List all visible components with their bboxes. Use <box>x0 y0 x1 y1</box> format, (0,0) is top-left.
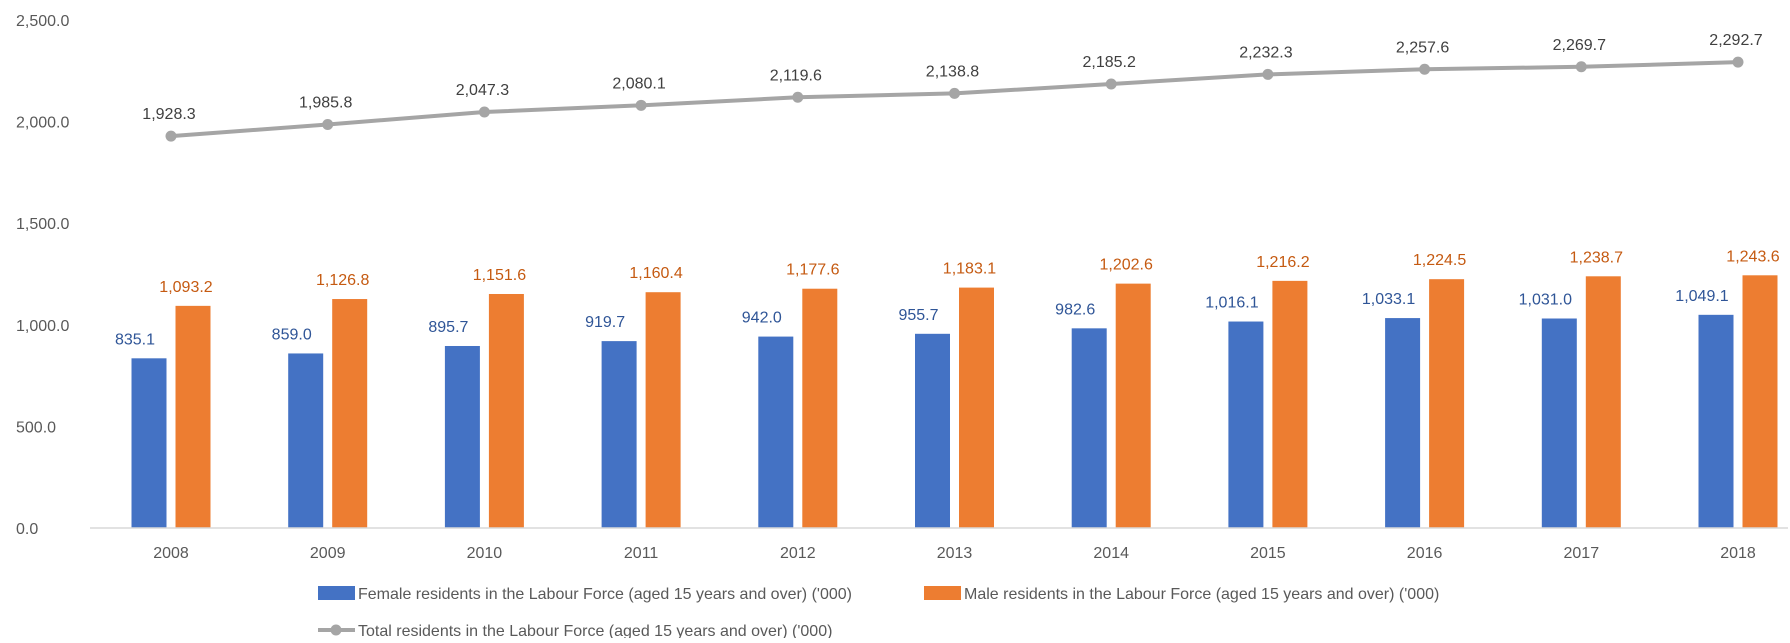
y-tick-label: 0.0 <box>16 521 38 538</box>
x-tick-label: 2013 <box>937 545 973 562</box>
x-tick-label: 2015 <box>1250 545 1286 562</box>
bar-male <box>1585 276 1621 528</box>
x-tick-label: 2016 <box>1407 545 1443 562</box>
legend-label-total: Total residents in the Labour Force (age… <box>358 623 832 638</box>
legend-swatch-female <box>318 586 355 600</box>
bar-male <box>1742 275 1778 528</box>
bar-female <box>758 336 794 528</box>
data-label: 1,928.3 <box>142 106 195 123</box>
line-series-group: 1,928.3 1,985.8 2,047.3 2,080.1 2,119.6 2,138… <box>142 32 1763 142</box>
data-label: 1,033.1 <box>1362 291 1415 308</box>
data-label: 1,985.8 <box>299 94 352 111</box>
line-point <box>1575 61 1587 73</box>
bar-male <box>175 305 211 528</box>
bar-female <box>1698 314 1734 528</box>
x-tick-label: 2009 <box>310 545 346 562</box>
data-label: 1,224.5 <box>1413 252 1466 269</box>
line-point <box>792 91 804 103</box>
data-label: 2,292.7 <box>1709 32 1762 49</box>
line-point <box>1262 68 1274 80</box>
bar-female <box>1071 328 1107 528</box>
data-label: 1,093.2 <box>159 279 212 296</box>
x-tick-label: 2011 <box>624 545 659 562</box>
data-label: 942.0 <box>742 310 782 327</box>
line-point <box>949 87 960 99</box>
legend-swatch-male <box>924 586 961 600</box>
data-label: 2,269.7 <box>1553 37 1606 54</box>
legend-label-female: Female residents in the Labour Force (ag… <box>358 586 852 603</box>
bar-female <box>288 353 324 528</box>
data-label: 1,202.6 <box>1100 257 1153 274</box>
data-label: 835.1 <box>115 331 155 348</box>
data-label: 1,243.6 <box>1726 248 1779 265</box>
line-point <box>1105 78 1117 90</box>
line-point <box>478 106 490 118</box>
data-label: 1,126.8 <box>316 272 369 289</box>
line-point <box>1419 63 1431 75</box>
bar-male <box>645 292 681 528</box>
data-label: 1,238.7 <box>1570 249 1623 266</box>
bar-male <box>802 288 838 528</box>
bar-series-group: 835.1 859.0 895.7 919.7 942.0 955.7 982.6 1,016… <box>115 248 1780 528</box>
x-tick-label: 2008 <box>153 545 189 562</box>
data-label: 919.7 <box>585 314 625 331</box>
bar-female <box>1541 318 1577 528</box>
data-label: 2,080.1 <box>612 75 665 92</box>
data-label: 1,177.6 <box>786 262 839 279</box>
data-label: 1,160.4 <box>629 265 682 282</box>
data-label: 2,257.6 <box>1396 39 1449 56</box>
line-point <box>635 99 647 111</box>
bar-male <box>488 293 524 528</box>
y-tick-label: 1,500.0 <box>16 216 69 233</box>
data-label: 1,216.2 <box>1256 254 1309 271</box>
data-label: 2,138.8 <box>926 63 979 80</box>
bar-female <box>444 345 480 528</box>
legend-swatch-total-marker <box>330 624 342 636</box>
line-point <box>165 130 177 142</box>
y-tick-label: 1,000.0 <box>16 318 69 335</box>
legend-label-male: Male residents in the Labour Force (aged… <box>964 586 1439 603</box>
data-label: 1,049.1 <box>1675 288 1728 305</box>
x-tick-label: 2017 <box>1564 545 1600 562</box>
bar-male <box>332 299 368 528</box>
bar-male <box>1115 283 1151 528</box>
y-tick-label: 2,500.0 <box>16 13 69 30</box>
y-tick-label: 500.0 <box>16 419 56 436</box>
bar-female <box>1385 318 1421 528</box>
line-point <box>322 118 334 130</box>
data-label: 2,119.6 <box>770 67 822 84</box>
data-label: 1,151.6 <box>473 267 526 284</box>
data-label: 2,185.2 <box>1083 54 1136 71</box>
line-point <box>1732 56 1744 68</box>
data-label: 955.7 <box>898 307 938 324</box>
bar-female <box>915 333 950 528</box>
bar-female <box>1228 321 1264 528</box>
bar-male <box>1272 280 1308 528</box>
y-tick-label: 2,000.0 <box>16 115 69 132</box>
y-axis: 0.0 500.0 1,000.0 1,500.0 2,000.0 2,500.0 <box>16 13 69 538</box>
bar-female <box>601 341 637 528</box>
bar-female <box>131 358 167 528</box>
data-label: 1,016.1 <box>1205 295 1258 312</box>
x-tick-label: 2014 <box>1093 545 1129 562</box>
data-label: 1,031.0 <box>1519 292 1572 309</box>
x-tick-label: 2010 <box>467 545 503 562</box>
data-label: 1,183.1 <box>943 261 996 278</box>
bar-male <box>959 287 994 528</box>
data-label: 2,047.3 <box>456 82 509 99</box>
data-label: 982.6 <box>1055 301 1095 318</box>
data-label: 895.7 <box>428 319 468 336</box>
x-tick-label: 2018 <box>1720 545 1756 562</box>
data-label: 859.0 <box>272 326 312 343</box>
bar-male <box>1429 279 1465 528</box>
x-tick-label: 2012 <box>780 545 816 562</box>
data-label: 2,232.3 <box>1239 44 1292 61</box>
legend: Female residents in the Labour Force (ag… <box>318 586 1439 640</box>
x-axis: 2008 2009 2010 2011 2012 2013 2014 2015 2016 2017… <box>90 527 1788 562</box>
